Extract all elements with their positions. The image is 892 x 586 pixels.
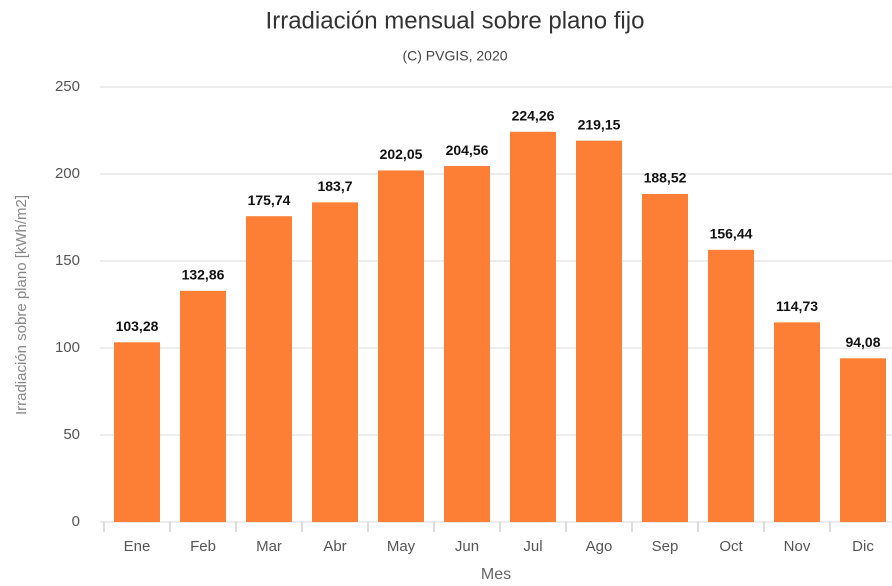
x-tick-label: May	[387, 538, 416, 555]
value-label: 183,7	[317, 178, 352, 194]
bar	[378, 170, 424, 523]
y-tick-label: 0	[72, 513, 80, 530]
bar	[180, 290, 226, 522]
bar	[642, 193, 688, 522]
bar	[708, 249, 754, 522]
value-label: 204,56	[446, 142, 489, 158]
value-label: 94,08	[845, 334, 880, 350]
bar	[510, 131, 556, 522]
bar	[444, 166, 490, 522]
value-label: 188,52	[644, 170, 687, 186]
x-tick-label: Oct	[719, 538, 743, 555]
value-label: 175,74	[248, 192, 291, 208]
x-axis-label: Mes	[481, 566, 511, 583]
x-tick-label: Jul	[523, 538, 542, 555]
bar	[840, 358, 886, 522]
value-label: 132,86	[182, 267, 225, 283]
value-label: 156,44	[710, 225, 753, 241]
bar	[774, 322, 820, 522]
x-tick-label: Nov	[784, 538, 811, 555]
x-tick-label: Ene	[124, 538, 151, 555]
chart-subtitle: (C) PVGIS, 2020	[402, 48, 507, 64]
y-tick-label: 200	[55, 165, 80, 182]
y-tick-label: 250	[55, 78, 80, 95]
x-tick-label: Sep	[652, 538, 679, 555]
x-tick-label: Mar	[256, 538, 282, 555]
bar	[576, 140, 622, 522]
bar	[312, 202, 358, 522]
x-tick-label: Feb	[190, 538, 216, 555]
value-label: 202,05	[380, 146, 423, 162]
bar	[246, 216, 292, 522]
bar	[114, 342, 160, 522]
y-tick-label: 50	[63, 426, 80, 443]
value-label: 224,26	[512, 107, 555, 123]
x-tick-label: Jun	[455, 538, 479, 555]
value-label: 219,15	[578, 116, 621, 132]
x-tick-label: Abr	[323, 538, 346, 555]
y-tick-label: 100	[55, 339, 80, 356]
chart-title: Irradiación mensual sobre plano fijo	[266, 7, 645, 34]
y-tick-label: 150	[55, 252, 80, 269]
y-axis-label: Irradiación sobre plano [kWh/m2]	[13, 195, 30, 415]
x-tick-label: Ago	[586, 538, 613, 555]
value-label: 103,28	[116, 318, 159, 334]
x-tick-label: Dic	[852, 538, 874, 555]
value-label: 114,73	[776, 298, 818, 314]
